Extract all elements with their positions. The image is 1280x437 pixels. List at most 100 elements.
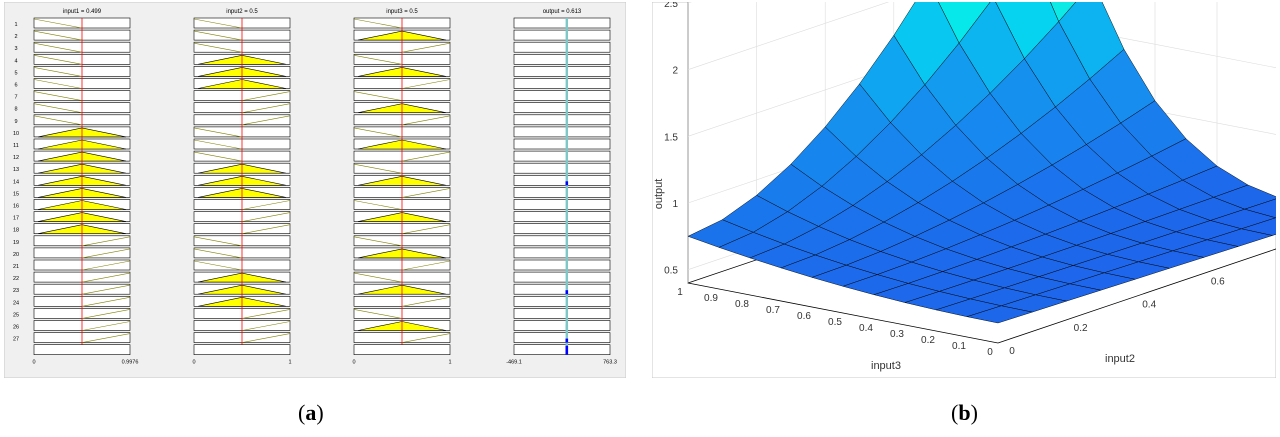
rule-number: 21 [13,264,19,270]
membership-function [401,297,451,307]
membership-function [353,91,403,101]
rule-cell [513,320,611,331]
rule-cell [513,247,611,259]
membership-function [353,127,403,138]
rule-number: 19 [13,240,19,246]
membership-function [33,42,83,53]
rule-cell [513,162,611,174]
rule-cell [513,29,611,41]
rule-cell [513,17,611,29]
rule-number: 1 [14,22,17,28]
membership-function [81,333,131,343]
output-bar [565,324,569,331]
membership-function [401,79,451,89]
range-max-label: 1 [448,360,451,366]
membership-function [33,115,83,126]
membership-function [193,139,243,150]
input3-tick-label: 0.7 [766,305,780,316]
output-bar [565,338,569,343]
rule-number: 25 [13,312,19,318]
output-tick-label: 0.5 [664,266,678,277]
input3-tick-label: 0.8 [735,299,749,310]
input3-tick-label: 0.3 [890,329,904,340]
rule-cell [513,138,611,150]
aggregate-cell [353,344,451,356]
membership-function [33,18,83,29]
caption-a: (a) [298,400,324,425]
input2-tick-label: 0 [1009,346,1015,357]
rule-number: 27 [13,337,19,343]
output-tick-label: 1 [672,199,678,210]
output-tick-label: 2 [672,66,678,77]
input3-tick-label: 0.5 [828,317,842,328]
input3-tick-label: 0 [987,347,993,358]
range-min-label: 0 [352,360,355,366]
caption-b: (b) [951,400,978,425]
membership-function [241,309,291,319]
rule-cell [513,308,611,319]
rule-cell [513,53,611,65]
rule-number: 3 [14,46,17,52]
membership-function [241,333,291,343]
range-min-label: 0 [32,360,35,366]
membership-function [193,151,243,162]
rule-cell [513,332,611,343]
input2-tick-label: 0.6 [1211,276,1225,287]
membership-function [193,30,243,41]
rule-cell [513,126,611,138]
membership-function [81,321,131,331]
membership-function [401,333,451,343]
membership-function [33,91,83,101]
membership-function [353,200,403,210]
rule-viewer: 1234567891011121314151617181920212223242… [3,1,627,379]
membership-function [81,284,131,295]
membership-function [401,260,451,271]
input3-tick-label: 1 [677,287,683,298]
rule-cell [513,211,611,222]
rule-number: 10 [13,131,19,137]
aggregate-cell [513,344,611,356]
input3-tick-label: 0.9 [704,293,718,304]
rule-number: 2 [14,34,17,40]
column-title: input2 = 0.5 [226,9,258,15]
grid-line [687,0,1280,70]
surface-plot: 1 0.9 0.8 0.7 0.6 0.5 0.4 0.3 0.2 0.1 0 0 0.2 0.4 0.6 0… [651,0,1280,379]
membership-function [193,127,243,138]
membership-function [193,260,243,271]
range-max-label: 1 [288,360,291,366]
membership-function [33,55,83,65]
membership-function [193,42,243,53]
membership-function [353,18,403,29]
rule-number: 4 [14,58,17,64]
membership-function [353,55,403,65]
input3-tick-label: 0.2 [921,335,935,346]
aggregate-cell [33,344,131,356]
rule-cell [513,150,611,162]
rule-cell [513,235,611,247]
output-tick-label: 1.5 [664,132,678,143]
rule-number: 15 [13,191,19,197]
axis-input3 [687,282,999,344]
membership-function [33,79,83,89]
rule-number: 13 [13,167,19,173]
input3-tick-label: 0.1 [952,341,966,352]
membership-function [241,91,291,101]
rule-number: 14 [13,179,19,185]
membership-function [401,224,451,234]
rule-number: 9 [14,119,17,125]
membership-function [401,151,451,162]
input2-tick-label: 0.4 [1142,300,1156,311]
membership-function [353,236,403,247]
input3-tick-label: 0.4 [859,323,873,334]
output-bar [565,181,569,186]
membership-function [33,30,83,41]
membership-function [193,236,243,247]
input3-tick-label: 0.6 [797,311,811,322]
rule-cell [513,271,611,283]
rule-cell [513,199,611,210]
rule-cell [513,114,611,126]
rule-number: 23 [13,288,19,294]
column-title: output = 0.613 [543,9,582,15]
rule-number: 18 [13,228,19,234]
membership-function [81,236,131,247]
